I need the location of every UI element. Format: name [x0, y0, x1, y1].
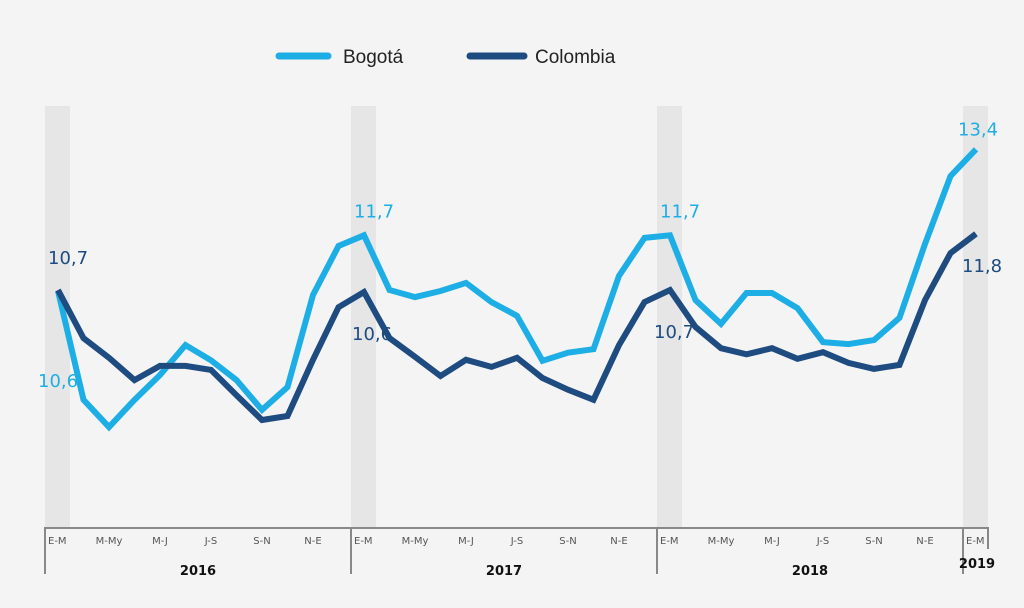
x-tick-label: E-M — [48, 536, 67, 547]
series-line-bogot — [55, 147, 979, 432]
x-tick-label: S-N — [253, 536, 270, 547]
year-label: 2018 — [792, 564, 828, 579]
year-label: 2017 — [486, 564, 522, 579]
series-line-colombia — [55, 231, 978, 424]
year-band — [351, 106, 376, 528]
x-tick-label: M-My — [708, 536, 735, 547]
legend: Bogotá Colombia — [275, 47, 616, 68]
year-label: 2016 — [180, 564, 216, 579]
legend-label-bogota: Bogotá — [343, 47, 404, 68]
x-tick-label: N-E — [916, 536, 933, 547]
x-tick-label: J-S — [510, 536, 524, 547]
x-tick-label: M-J — [152, 536, 168, 547]
year-label: 2019 — [959, 557, 995, 572]
x-tick-label: S-N — [559, 536, 576, 547]
series-lines — [55, 147, 979, 432]
data-label: 10,7 — [654, 322, 694, 343]
x-tick-label: M-J — [458, 536, 474, 547]
data-label: 11,7 — [354, 201, 394, 222]
year-band — [657, 106, 682, 528]
x-axis: E-M M-My M-J J-S S-N N-E 2016 E-M M-My M-J J-S S-N N… — [44, 527, 995, 579]
data-label: 13,4 — [958, 119, 998, 140]
year-start-bands — [45, 106, 988, 528]
data-label: 10,6 — [352, 324, 392, 345]
x-tick-label: J-S — [204, 536, 218, 547]
x-tick-label: E-M — [966, 536, 985, 547]
x-tick-label: M-My — [96, 536, 123, 547]
x-tick-label: N-E — [610, 536, 627, 547]
x-tick-label: M-My — [402, 536, 429, 547]
annotations: 10,7 10,6 11,7 10,6 11,7 10,7 13,4 11,8 — [38, 119, 1002, 392]
legend-label-colombia: Colombia — [535, 47, 616, 68]
x-tick-label: E-M — [660, 536, 679, 547]
data-label: 10,6 — [38, 371, 78, 392]
data-label: 10,7 — [48, 248, 88, 269]
x-tick-label: J-S — [816, 536, 830, 547]
data-label: 11,8 — [962, 256, 1002, 277]
x-tick-label: E-M — [354, 536, 373, 547]
x-tick-label: M-J — [764, 536, 780, 547]
data-label: 11,7 — [660, 201, 700, 222]
year-band — [963, 106, 988, 528]
x-tick-label: N-E — [304, 536, 321, 547]
x-tick-label: S-N — [865, 536, 882, 547]
